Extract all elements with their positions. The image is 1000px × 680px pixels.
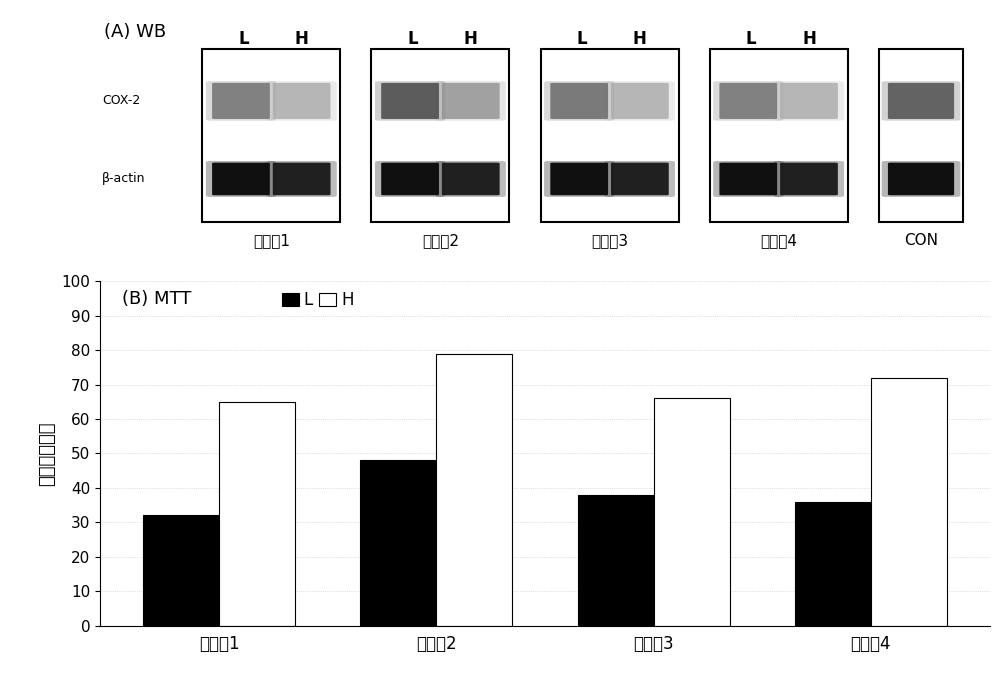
FancyBboxPatch shape <box>713 161 783 197</box>
Text: 衍生牧1: 衍生牧1 <box>253 233 290 248</box>
Bar <box>360 460 436 626</box>
Bar <box>541 49 678 222</box>
FancyBboxPatch shape <box>888 83 954 119</box>
FancyBboxPatch shape <box>206 81 276 120</box>
FancyBboxPatch shape <box>267 161 337 197</box>
Y-axis label: 抑制率（％）: 抑制率（％） <box>38 421 56 486</box>
FancyBboxPatch shape <box>212 83 270 119</box>
Bar <box>795 502 871 626</box>
Text: L: L <box>408 30 418 48</box>
Legend: L, H: L, H <box>282 291 354 309</box>
FancyBboxPatch shape <box>375 81 445 120</box>
FancyBboxPatch shape <box>780 163 838 195</box>
Text: (A) WB: (A) WB <box>104 22 167 41</box>
FancyBboxPatch shape <box>550 83 608 119</box>
FancyBboxPatch shape <box>436 161 506 197</box>
Text: (B) MTT: (B) MTT <box>122 290 192 308</box>
FancyBboxPatch shape <box>774 161 844 197</box>
FancyBboxPatch shape <box>780 83 838 119</box>
Text: COX-2: COX-2 <box>102 95 140 107</box>
FancyBboxPatch shape <box>212 163 270 195</box>
FancyBboxPatch shape <box>206 161 276 197</box>
Text: H: H <box>464 30 478 48</box>
FancyBboxPatch shape <box>436 81 506 120</box>
FancyBboxPatch shape <box>882 81 960 120</box>
FancyBboxPatch shape <box>611 163 669 195</box>
Bar <box>219 402 295 626</box>
FancyBboxPatch shape <box>882 161 960 197</box>
FancyBboxPatch shape <box>713 81 783 120</box>
FancyBboxPatch shape <box>375 161 445 197</box>
FancyBboxPatch shape <box>544 81 614 120</box>
FancyBboxPatch shape <box>442 83 500 119</box>
Bar <box>202 49 340 222</box>
FancyBboxPatch shape <box>267 81 337 120</box>
Text: H: H <box>633 30 647 48</box>
Bar <box>578 495 654 626</box>
Text: L: L <box>577 30 587 48</box>
Bar <box>879 49 963 222</box>
FancyBboxPatch shape <box>888 163 954 195</box>
Text: L: L <box>746 30 756 48</box>
Text: 衍生牧3: 衍生牧3 <box>591 233 628 248</box>
FancyBboxPatch shape <box>381 163 439 195</box>
FancyBboxPatch shape <box>605 161 675 197</box>
Bar <box>871 377 947 626</box>
Text: H: H <box>802 30 816 48</box>
FancyBboxPatch shape <box>273 163 331 195</box>
Text: 衍生牧2: 衍生牧2 <box>422 233 459 248</box>
Text: 衍生牧4: 衍生牧4 <box>760 233 797 248</box>
FancyBboxPatch shape <box>550 163 608 195</box>
FancyBboxPatch shape <box>442 163 500 195</box>
FancyBboxPatch shape <box>719 163 777 195</box>
FancyBboxPatch shape <box>381 83 439 119</box>
Text: β-actin: β-actin <box>102 173 145 186</box>
FancyBboxPatch shape <box>719 83 777 119</box>
Text: L: L <box>238 30 249 48</box>
FancyBboxPatch shape <box>605 81 675 120</box>
FancyBboxPatch shape <box>611 83 669 119</box>
Bar <box>371 49 509 222</box>
Bar <box>710 49 848 222</box>
FancyBboxPatch shape <box>544 161 614 197</box>
Text: CON: CON <box>904 233 938 248</box>
Bar <box>436 354 512 626</box>
FancyBboxPatch shape <box>774 81 844 120</box>
Bar <box>143 515 219 626</box>
FancyBboxPatch shape <box>273 83 331 119</box>
Text: H: H <box>295 30 309 48</box>
Bar <box>654 398 730 626</box>
